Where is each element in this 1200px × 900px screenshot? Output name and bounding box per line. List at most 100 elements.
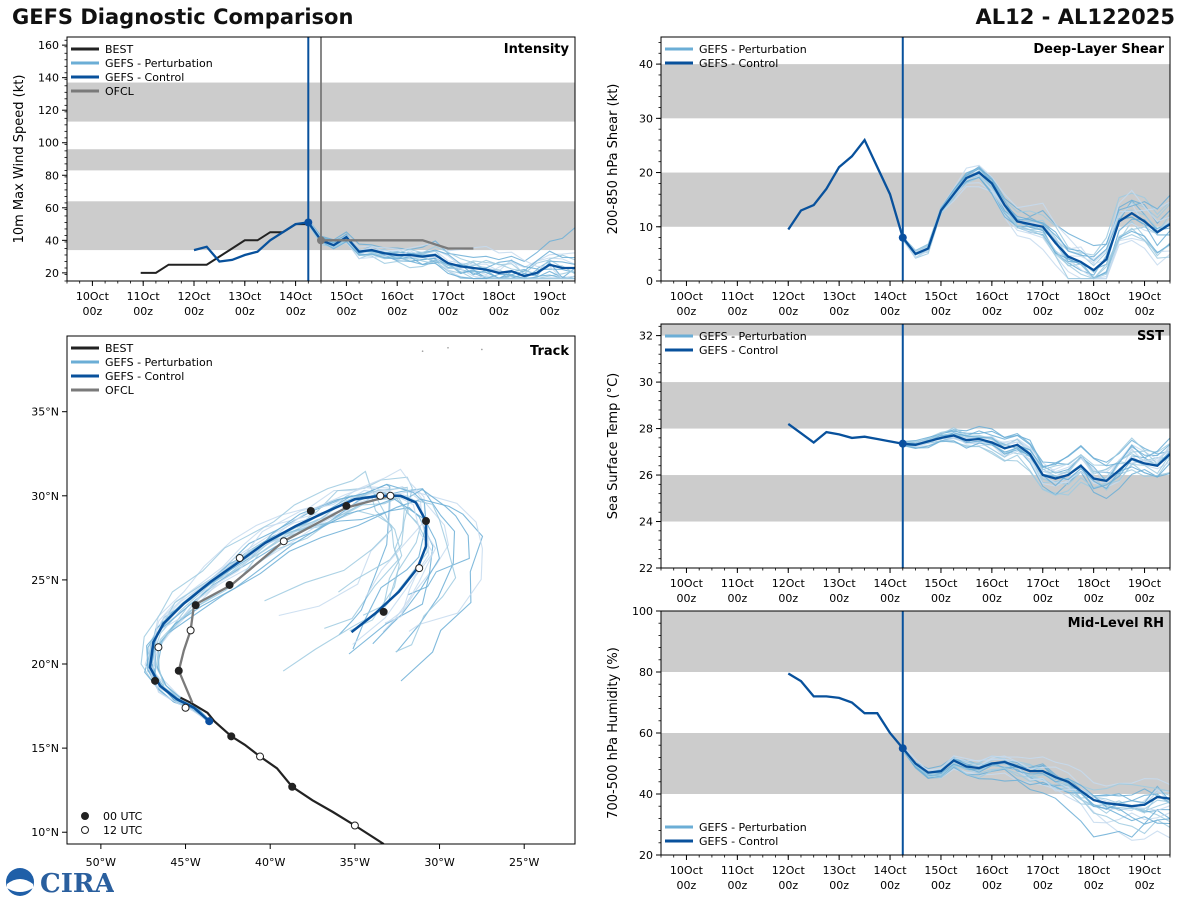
intensity-xtick-date: 10Oct xyxy=(76,290,110,303)
shear-perturbation-line xyxy=(902,186,1170,280)
intensity-xtick-date: 13Oct xyxy=(228,290,262,303)
intensity-legend-label: GEFS - Control xyxy=(105,71,184,84)
rh-perturbation-line xyxy=(902,745,1170,787)
shear-xtick-date: 12Oct xyxy=(772,290,806,303)
intensity-xtick-hour: 00z xyxy=(83,305,103,318)
sst-xtick-date: 15Oct xyxy=(924,577,958,590)
shear-xtick-date: 13Oct xyxy=(823,290,857,303)
track-forecast-12utc-marker xyxy=(279,537,288,546)
sst-xtick-date: 12Oct xyxy=(772,577,806,590)
track-panel: 50°W 45°W 40°W 35°W 30°W 25°W 10°N 15°N 20°N 25°N… xyxy=(31,335,657,869)
shear-xtick-hour: 00z xyxy=(1033,305,1053,318)
sst-xtick-hour: 00z xyxy=(880,592,900,605)
intensity-xtick-date: 19Oct xyxy=(533,290,567,303)
track-forecast-00utc-marker xyxy=(379,607,388,616)
shear-xtick-date: 10Oct xyxy=(670,290,704,303)
shear-ytick-label: 0 xyxy=(646,275,653,288)
track-legend-label: GEFS - Perturbation xyxy=(105,356,213,369)
intensity-xtick-hour: 00z xyxy=(387,305,407,318)
shear-legend-label: GEFS - Perturbation xyxy=(699,43,807,56)
rh-xtick-date: 10Oct xyxy=(670,864,704,877)
track-xtick-label: 45°W xyxy=(170,856,200,869)
rh-perturbation-line xyxy=(902,748,1170,838)
track-legend-12utc-label: 12 UTC xyxy=(103,824,143,837)
sst-ytick-label: 32 xyxy=(639,330,653,343)
sst-ytick-label: 26 xyxy=(639,469,653,482)
noaa-wave-icon xyxy=(7,879,33,892)
intensity-ytick-label: 160 xyxy=(38,39,59,52)
sst-ytick-label: 24 xyxy=(639,516,653,529)
track-xtick-label: 40°W xyxy=(255,856,285,869)
shear-ytick-label: 40 xyxy=(639,58,653,71)
rh-xtick-date: 17Oct xyxy=(1026,864,1060,877)
track-forecast-12utc-marker xyxy=(376,491,385,500)
rh-xtick-hour: 00z xyxy=(1135,879,1155,892)
sst-panel: 22 24 26 28 30 32 10Oct 00z 11Oct 00z 12Oct 00z 13Oc… xyxy=(606,323,1171,605)
sst-xtick-date: 14Oct xyxy=(874,577,908,590)
rh-xtick-hour: 00z xyxy=(727,879,747,892)
track-forecast-12utc-marker xyxy=(181,703,190,712)
track-control-line xyxy=(148,494,428,723)
track-xtick-label: 35°W xyxy=(340,856,370,869)
shear-control-line xyxy=(787,137,1170,272)
sst-ytick-label: 30 xyxy=(639,376,653,389)
track-forecast-00utc-marker xyxy=(174,666,183,675)
track-plot-area xyxy=(140,346,657,844)
shear-xtick-hour: 00z xyxy=(1135,305,1155,318)
intensity-control-line xyxy=(193,221,575,278)
track-island-speck xyxy=(421,350,424,352)
shear-ytick-label: 30 xyxy=(639,112,653,125)
intensity-xtick-hour: 00z xyxy=(286,305,306,318)
intensity-xtick-date: 11Oct xyxy=(127,290,161,303)
sst-ylabel: Sea Surface Temp (°C) xyxy=(606,373,621,520)
intensity-xtick-hour: 00z xyxy=(184,305,204,318)
rh-legend-label: GEFS - Perturbation xyxy=(699,821,807,834)
rh-threshold-band xyxy=(661,611,1170,672)
intensity-ytick-label: 140 xyxy=(38,72,59,85)
track-ytick-label: 30°N xyxy=(31,490,59,503)
figure-title: GEFS Diagnostic Comparison xyxy=(12,5,354,29)
rh-ylabel: 700-500 hPa Humidity (%) xyxy=(606,647,621,819)
shear-threshold-band xyxy=(661,64,1170,119)
intensity-xtick-hour: 00z xyxy=(540,305,560,318)
intensity-ytick-label: 80 xyxy=(45,169,59,182)
shear-xtick-date: 17Oct xyxy=(1026,290,1060,303)
intensity-xtick-hour: 00z xyxy=(489,305,509,318)
shear-xtick-hour: 00z xyxy=(829,305,849,318)
sst-legend-label: GEFS - Perturbation xyxy=(699,330,807,343)
rh-xtick-date: 12Oct xyxy=(772,864,806,877)
intensity-xtick-date: 16Oct xyxy=(381,290,415,303)
sst-xtick-date: 16Oct xyxy=(975,577,1009,590)
rh-xtick-hour: 00z xyxy=(931,879,951,892)
track-ytick-label: 25°N xyxy=(31,574,59,587)
sst-xtick-date: 13Oct xyxy=(823,577,857,590)
rh-xtick-hour: 00z xyxy=(1084,879,1104,892)
track-ytick-label: 35°N xyxy=(31,406,59,419)
intensity-panel-title: Intensity xyxy=(504,42,570,57)
sst-perturbation-line xyxy=(902,436,1170,500)
track-forecast-00utc-marker xyxy=(342,501,351,510)
sst-xtick-hour: 00z xyxy=(1135,592,1155,605)
rh-panel: 20 40 60 80 100 10Oct 00z 11Oct 00z 12Oct 00z 13Oct… xyxy=(606,605,1171,892)
rh-xtick-date: 13Oct xyxy=(823,864,857,877)
rh-xtick-date: 14Oct xyxy=(874,864,908,877)
sst-xtick-hour: 00z xyxy=(1084,592,1104,605)
sst-ytick-label: 22 xyxy=(639,562,653,575)
sst-plot-area xyxy=(661,324,1170,522)
rh-xtick-date: 16Oct xyxy=(975,864,1009,877)
intensity-ytick-label: 100 xyxy=(38,137,59,150)
track-xtick-label: 30°W xyxy=(424,856,454,869)
track-island-speck xyxy=(655,450,657,452)
track-forecast-00utc-marker xyxy=(225,580,234,589)
sst-panel-title: SST xyxy=(1137,329,1164,344)
track-panel-title: Track xyxy=(530,344,569,359)
intensity-ylabel: 10m Max Wind Speed (kt) xyxy=(12,75,27,244)
sst-xtick-hour: 00z xyxy=(677,592,697,605)
rh-panel-title: Mid-Level RH xyxy=(1068,616,1164,631)
rh-plot-area xyxy=(661,611,1170,841)
shear-perturbation-line xyxy=(902,172,1170,280)
track-best-12utc-marker xyxy=(350,821,359,830)
intensity-xtick-date: 17Oct xyxy=(431,290,465,303)
intensity-ytick-label: 40 xyxy=(45,234,59,247)
shear-xtick-date: 15Oct xyxy=(924,290,958,303)
